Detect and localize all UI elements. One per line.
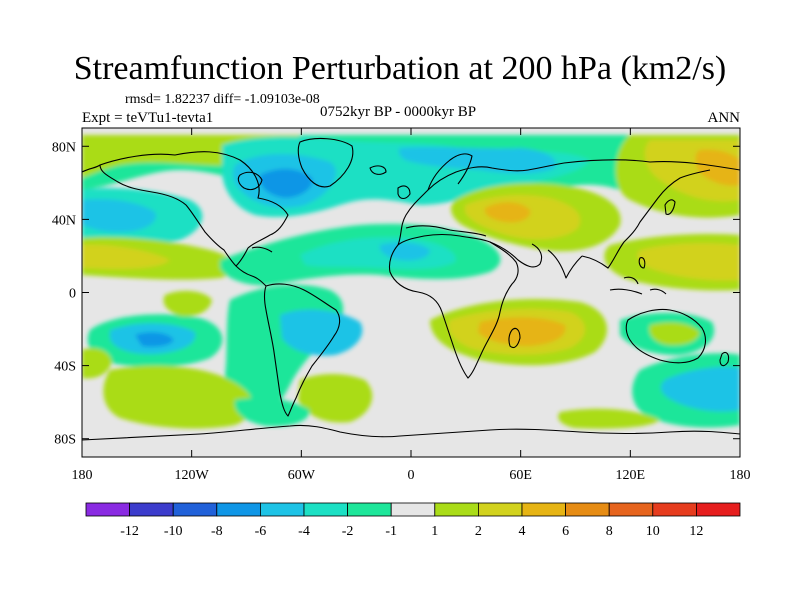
x-tick-label: 0 <box>408 468 415 483</box>
coastline-central-america <box>235 265 267 287</box>
contour-io-orange <box>478 317 566 346</box>
colorbar-swatch <box>303 502 348 517</box>
contour-aus-yellow <box>649 322 700 346</box>
coastline-greenland <box>297 137 354 188</box>
colorbar-swatch <box>390 502 436 517</box>
colorbar-swatch <box>696 502 741 517</box>
coastline-europe <box>397 162 565 246</box>
contour-so-east-cyan <box>660 366 740 412</box>
colorbar-label: 12 <box>689 524 703 539</box>
coastline-south-america <box>263 283 341 417</box>
colorbar-swatch <box>172 502 218 517</box>
rmsd-stats: rmsd= 1.82237 diff= -1.09103e-08 <box>125 92 320 107</box>
colorbar-label: -6 <box>255 524 267 539</box>
map-title: Streamfunction Perturbation at 200 hPa (… <box>73 50 727 87</box>
coastlines <box>82 137 740 441</box>
y-tick-label: 80N <box>52 140 76 155</box>
contour-sp-blue <box>135 332 174 347</box>
y-tick-label: 80S <box>54 433 76 448</box>
y-tick-label: 40N <box>52 213 76 228</box>
x-tick-label: 60E <box>509 468 532 483</box>
colorbar-swatch <box>259 502 305 517</box>
x-tick-label: 120W <box>175 468 210 483</box>
colorbar-label: 2 <box>475 524 482 539</box>
colorbar-label: -2 <box>342 524 354 539</box>
coastline-madagascar <box>508 327 521 349</box>
y-tick-label: 40S <box>54 360 76 375</box>
colorbar-label: 6 <box>562 524 569 539</box>
colorbar-swatch <box>216 502 261 517</box>
coastline-hudson-bay <box>237 171 263 191</box>
contour-wpac-yellow <box>637 243 740 281</box>
contour-atlantic-band-blue <box>379 242 430 261</box>
coastline-asia <box>563 159 740 269</box>
colorbar-label: 10 <box>646 524 660 539</box>
contour-so-green-2 <box>298 374 373 423</box>
coastline-philippines <box>638 257 646 269</box>
coastline-iceland <box>369 165 387 175</box>
contour-sp-west-yellow <box>82 348 112 379</box>
coastline-mediterranean <box>405 225 487 237</box>
colorbar-label: -10 <box>164 524 183 539</box>
colorbar-swatch <box>477 502 523 517</box>
coastline-australia <box>625 308 707 364</box>
colorbar-label: 1 <box>431 524 438 539</box>
contour-so-yellow-strip <box>558 408 660 429</box>
experiment-label: Expt = teVTu1-tevta1 <box>82 110 214 126</box>
coastline-india <box>547 249 583 279</box>
coastline-britain <box>397 185 411 200</box>
colorbar-label: -1 <box>385 524 397 539</box>
contour-so-green <box>103 365 254 429</box>
colorbar-label: -12 <box>120 524 139 539</box>
x-tick-label: 120E <box>616 468 646 483</box>
contour-n-atlantic-blue-2 <box>259 168 313 198</box>
contour-eurasia-orange <box>484 202 531 223</box>
colorbar-swatch <box>434 502 479 517</box>
contour-ne-asia-orange <box>695 149 740 186</box>
coastline-scandinavia <box>427 153 473 191</box>
coastline-alaska <box>82 164 101 173</box>
colorbar-swatch <box>608 502 654 517</box>
colorbar-swatch <box>347 502 392 517</box>
coastline-arabia <box>489 241 543 268</box>
coastline-japan <box>664 199 676 215</box>
coastline-antarctica <box>82 424 740 441</box>
colorbar-swatch <box>521 502 566 517</box>
colorbar-swatch <box>85 502 130 517</box>
coastline-cuba <box>251 246 273 253</box>
contour-europe-cyan <box>398 147 556 174</box>
contour-sa-negative-cyan <box>280 309 363 356</box>
contour-so-cyan <box>234 397 310 427</box>
contour-field <box>82 128 740 457</box>
colorbar-label: -8 <box>211 524 223 539</box>
coastline-new-zealand <box>719 351 730 367</box>
x-tick-label: 60W <box>288 468 316 483</box>
colorbar-label: 8 <box>606 524 613 539</box>
contour-mid-pacific-yellow <box>163 290 212 317</box>
x-tick-label: 180 <box>72 468 93 483</box>
season-label: ANN <box>707 110 741 126</box>
colorbar-label: 4 <box>519 524 526 539</box>
period-label: 0752kyr BP - 0000kyr BP <box>320 104 477 120</box>
coastline-africa <box>388 233 519 379</box>
contour-trop-np-yellow <box>82 244 170 270</box>
y-tick-label: 0 <box>69 287 76 302</box>
map-axes: 180 120W 60W 0 60E 120E 180 80N 40N 0 40S 80S <box>52 128 751 483</box>
x-tick-label: 180 <box>730 468 751 483</box>
contour-np-negative-blue <box>82 199 156 232</box>
colorbar-swatch <box>565 502 610 517</box>
colorbar: -12 -10 -8 -6 -4 -2 -1 1 2 4 6 8 10 12 <box>85 502 741 539</box>
colorbar-swatch <box>652 502 697 517</box>
colorbar-swatch <box>129 502 174 517</box>
coastline-north-america <box>99 151 289 267</box>
colorbar-label: -4 <box>298 524 310 539</box>
coastline-indonesia <box>609 276 667 295</box>
